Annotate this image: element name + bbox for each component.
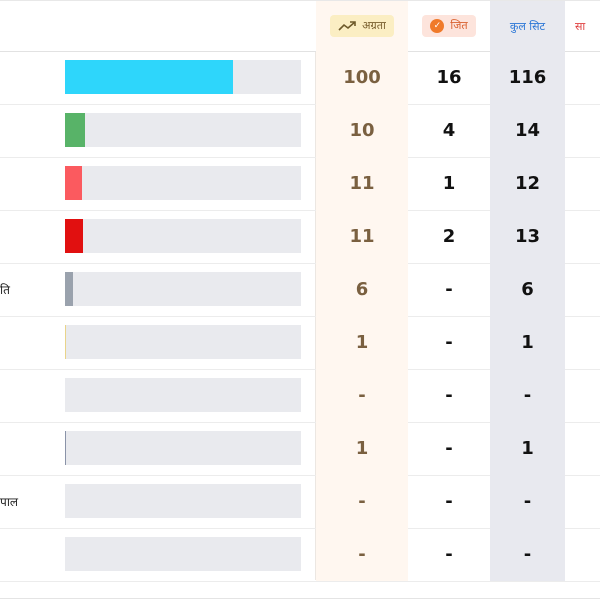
total-count: 116	[490, 51, 565, 104]
table-row[interactable]: 1 - 1	[0, 422, 600, 476]
leading-count: -	[316, 528, 408, 581]
seat-share-bar-track	[65, 219, 301, 253]
table-row[interactable]: ---	[0, 528, 600, 582]
table-row[interactable]: 11 1 12	[0, 157, 600, 211]
total-count: 1	[490, 316, 565, 369]
seat-share-bar-fill	[65, 166, 82, 200]
won-column-header[interactable]: ✓ जित	[408, 1, 490, 51]
leading-count: 1	[316, 422, 408, 475]
total-column-header[interactable]: कुल सिट	[490, 1, 565, 51]
won-pill: ✓ जित	[422, 15, 476, 37]
seat-share-bar-track	[65, 272, 301, 306]
extra-label: सा	[575, 19, 586, 33]
leading-count: -	[316, 369, 408, 422]
party-name	[0, 104, 60, 157]
won-count: 16	[436, 67, 462, 88]
party-name	[0, 369, 60, 422]
total-count: -	[490, 369, 565, 422]
leading-count: 11	[316, 210, 408, 263]
table-row[interactable]: 1 - 1	[0, 316, 600, 370]
won-count: 2	[442, 226, 456, 247]
won-label: जित	[450, 19, 468, 32]
seat-share-bar-fill	[65, 431, 66, 465]
party-name: ति	[0, 283, 10, 297]
total-count: 1	[490, 422, 565, 475]
table-row[interactable]: 11 2 13	[0, 210, 600, 264]
won-count: -	[445, 279, 453, 300]
seat-share-bar-fill	[65, 60, 233, 94]
total-count: 13	[490, 210, 565, 263]
party-name	[0, 157, 60, 210]
total-count: 14	[490, 104, 565, 157]
table-row[interactable]: 10 4 14	[0, 104, 600, 158]
footer-divider	[0, 598, 600, 599]
party-name	[0, 528, 60, 581]
seat-share-bar-track	[65, 60, 301, 94]
won-count: -	[445, 491, 453, 512]
seat-share-bar-track	[65, 537, 301, 571]
leading-count: 11	[316, 157, 408, 210]
leading-count: 100	[316, 51, 408, 104]
seat-share-bar-fill	[65, 272, 73, 306]
total-count: 6	[490, 263, 565, 316]
seat-share-bar-track	[65, 166, 301, 200]
leading-pill: अग्रता	[330, 15, 394, 37]
party-name: पाल	[0, 495, 19, 509]
party-name	[0, 51, 60, 104]
leading-count: 1	[316, 316, 408, 369]
party-name	[0, 316, 60, 369]
seat-share-bar-track	[65, 431, 301, 465]
seat-share-bar-fill	[65, 325, 66, 359]
seat-share-bar-fill	[65, 113, 85, 147]
party-name	[0, 210, 60, 263]
won-count: -	[445, 385, 453, 406]
table-row[interactable]: पाल - - -	[0, 475, 600, 529]
seat-share-bar-track	[65, 325, 301, 359]
total-count: 12	[490, 157, 565, 210]
seat-share-bar-track	[65, 378, 301, 412]
party-name	[0, 422, 60, 475]
won-count: 1	[442, 173, 456, 194]
table-row[interactable]: ति 6 - 6	[0, 263, 600, 317]
seat-share-bar-track	[65, 113, 301, 147]
seat-share-bar-track	[65, 484, 301, 518]
total-count: -	[490, 528, 565, 581]
seat-share-bar-fill	[65, 219, 83, 253]
extra-column-header[interactable]: सा	[565, 1, 600, 51]
total-count: -	[490, 475, 565, 528]
leading-count: 6	[316, 263, 408, 316]
trending-up-icon	[338, 21, 356, 31]
won-count: 4	[442, 120, 456, 141]
table-row[interactable]: ---	[0, 369, 600, 423]
total-label: कुल सिट	[509, 19, 546, 33]
leading-count: 10	[316, 104, 408, 157]
table-row[interactable]: 100 16 116	[0, 51, 600, 105]
leading-count: -	[316, 475, 408, 528]
won-count: -	[445, 544, 453, 565]
table-header: अग्रता ✓ जित कुल सिट सा	[0, 0, 600, 52]
check-circle-icon: ✓	[430, 19, 445, 33]
won-count: -	[445, 332, 453, 353]
leading-column-divider	[315, 0, 316, 580]
leading-column-header[interactable]: अग्रता	[316, 1, 408, 51]
leading-label: अग्रता	[362, 19, 386, 32]
won-count: -	[445, 438, 453, 459]
